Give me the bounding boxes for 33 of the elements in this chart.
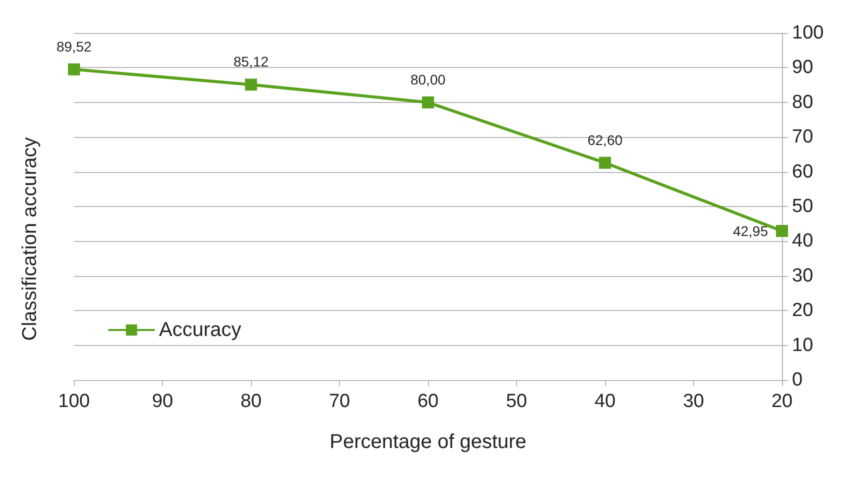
legend-label: Accuracy: [159, 319, 242, 341]
point: [68, 63, 80, 76]
x-tick-label: 60: [417, 391, 439, 412]
y-tick-label: 40: [792, 230, 814, 252]
y-tick-label: 20: [792, 300, 814, 322]
x-tick-label: 40: [594, 391, 616, 412]
y-tick-label: 90: [792, 57, 814, 78]
data-label: 85,12: [233, 54, 269, 70]
point: [776, 224, 788, 237]
x-axis-title: Percentage of gesture: [330, 431, 526, 453]
y-tick-label: 60: [792, 161, 814, 182]
x-tick-label: 80: [240, 391, 262, 412]
point: [422, 96, 434, 108]
y-axis-title: Classification accuracy: [19, 137, 41, 341]
point: [599, 156, 611, 169]
data-label: 80,00: [410, 71, 446, 88]
y-tick-label: 100: [792, 22, 824, 44]
x-tick-label: 70: [328, 391, 350, 412]
x-tick-label: 30: [682, 391, 704, 412]
x-tick-label: 100: [58, 391, 90, 412]
data-label: 42,95: [732, 222, 768, 239]
y-tick-label: 50: [792, 196, 814, 217]
y-tick-label: 70: [792, 126, 814, 148]
x-tick-label: 50: [506, 391, 528, 412]
y-tick-label: 80: [792, 92, 814, 113]
y-tick-label: 30: [792, 265, 814, 286]
y-tick-label: 0: [792, 370, 803, 390]
data-label: 89,52: [56, 38, 92, 54]
x-tick-label: 90: [152, 391, 174, 412]
y-tick-label: 10: [792, 334, 814, 356]
x-tick-label: 20: [771, 391, 793, 412]
point: [245, 78, 257, 91]
data-label: 62,60: [587, 132, 623, 148]
